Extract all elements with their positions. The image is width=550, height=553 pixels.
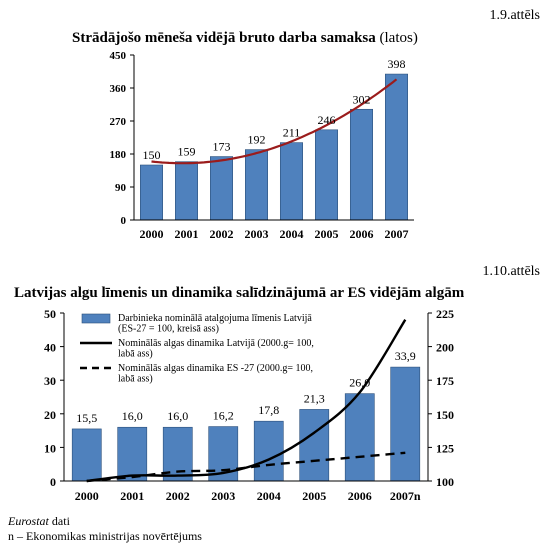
source-eurostat: Eurostat [8, 514, 49, 528]
bar [253, 420, 284, 482]
x-tick-label: 2004 [280, 227, 304, 241]
x-tick-label: 2002 [166, 489, 190, 503]
bar [71, 428, 102, 482]
left-y-tick-label: 50 [44, 307, 56, 321]
bar [390, 366, 421, 482]
legend-item-line: (ES-27 = 100, kreisā ass) [118, 324, 219, 335]
x-tick-label: 2005 [315, 227, 339, 241]
legend-swatch-bars [81, 313, 111, 324]
source-line-1: Eurostat dati [8, 514, 202, 529]
y-tick-label: 450 [110, 50, 127, 62]
x-tick-label: 2003 [211, 489, 235, 503]
x-tick-label: 2001 [175, 227, 199, 241]
data-label: 16,0 [122, 409, 143, 423]
data-label: 16,2 [213, 409, 234, 423]
legend-item-line: labā ass) [118, 349, 153, 360]
legend-item-line: Darbinieka nominālā atalgojuma līmenis L… [118, 313, 312, 324]
x-tick-label: 2002 [210, 227, 234, 241]
left-y-tick-label: 40 [44, 341, 56, 355]
x-tick-label: 2004 [257, 489, 281, 503]
right-y-tick-label: 125 [436, 441, 454, 455]
legend-item-text: Nominālās algas dinamika Latvijā (2000.g… [118, 338, 314, 360]
x-tick-label: 2006 [350, 227, 374, 241]
chart-title-1-text: Strādājošo mēneša vidējā bruto darba sam… [72, 30, 376, 46]
left-y-tick-label: 10 [44, 441, 56, 455]
y-tick-label: 180 [110, 149, 127, 161]
data-label: 211 [283, 126, 301, 140]
legend-item-text: Nominālās algas dinamika ES -27 (2000.g=… [118, 363, 313, 385]
data-label: 150 [143, 148, 161, 162]
legend-item-line: labā ass) [118, 374, 153, 385]
x-tick-label: 2007 [385, 227, 409, 241]
bar [299, 409, 330, 482]
bar [344, 393, 375, 482]
right-y-tick-label: 225 [436, 307, 454, 321]
source-line-2: n – Ekonomikas ministrijas novērtējums [8, 529, 202, 543]
right-y-tick-label: 150 [436, 408, 454, 422]
trend-line [151, 78, 398, 165]
data-label: 246 [318, 113, 336, 127]
data-label: 16,0 [167, 409, 188, 423]
data-label: 26,0 [349, 376, 370, 390]
wage-comparison-chart: 0 10 20 30 40 50 100 125 150 175 200 225 15,5 2000 16,… [44, 307, 454, 503]
figure-number-1: 1.9.attēls [489, 8, 540, 23]
left-y-tick-label: 30 [44, 374, 56, 388]
chart-title-1: Strādājošo mēneša vidējā bruto darba sam… [72, 30, 418, 47]
source-notes: Eurostat dati n – Ekonomikas ministrijas… [8, 514, 202, 544]
data-label: 302 [353, 92, 371, 106]
bar [117, 426, 148, 482]
y-tick-label: 270 [110, 116, 127, 128]
chart-title-2: Latvijas algu līmenis un dinamika salīdz… [14, 285, 465, 301]
data-label: 159 [178, 145, 196, 159]
data-label: 173 [213, 140, 231, 154]
x-tick-label: 2001 [120, 489, 144, 503]
y-tick-label: 0 [121, 215, 127, 227]
x-tick-label: 2006 [348, 489, 372, 503]
figure-number-2: 1.10.attēls [482, 264, 540, 279]
right-y-tick-label: 200 [436, 341, 454, 355]
left-y-tick-label: 0 [50, 475, 56, 489]
x-tick-label: 2005 [302, 489, 326, 503]
x-tick-label: 2000 [75, 489, 99, 503]
source-dati: dati [48, 514, 70, 528]
x-tick-label: 2003 [245, 227, 269, 241]
y-tick-label: 90 [115, 182, 127, 194]
wage-bar-chart: 0 90 180 270 360 450 150 2000 159 2001 173 2002 192 2… [110, 50, 414, 241]
data-label: 21,3 [304, 391, 325, 405]
legend-item-line: Nominālās algas dinamika ES -27 (2000.g=… [118, 363, 313, 374]
x-tick-label: 2000 [140, 227, 164, 241]
x-tick-label: 2007n [390, 489, 421, 503]
data-label: 192 [248, 133, 266, 147]
data-label: 398 [388, 57, 406, 71]
right-y-tick-label: 175 [436, 374, 454, 388]
left-y-tick-label: 20 [44, 408, 56, 422]
legend-item-text: Darbinieka nominālā atalgojuma līmenis L… [118, 313, 312, 335]
y-tick-label: 360 [110, 83, 127, 95]
eu-dynamics-line [86, 451, 406, 483]
data-label: 15,5 [76, 411, 97, 425]
data-label: 33,9 [395, 349, 416, 363]
legend-item-line: Nominālās algas dinamika Latvijā (2000.g… [118, 338, 314, 349]
data-label: 17,8 [258, 403, 279, 417]
chart-title-1-unit: (latos) [379, 30, 418, 46]
right-y-tick-label: 100 [436, 475, 454, 489]
